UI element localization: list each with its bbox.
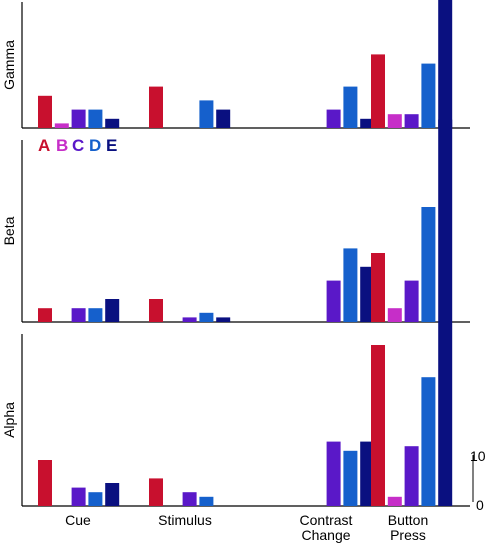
panel-alpha: Alpha <box>1 322 470 507</box>
bar-beta-3-A <box>371 253 385 322</box>
bar-gamma-3-B <box>387 114 402 128</box>
ylabel-beta: Beta <box>1 216 17 245</box>
bar-alpha-0-A <box>38 460 52 506</box>
bar-gamma-3-C <box>404 114 419 128</box>
bar-gamma-0-B <box>54 123 69 128</box>
bar-alpha-2-D <box>343 450 358 506</box>
bar-gamma-3-D <box>421 63 436 128</box>
scale-bar-bottom-label: 0 <box>476 497 484 513</box>
scale-bar: 10 0 <box>470 448 486 513</box>
bar-beta-1-D <box>199 312 214 322</box>
bar-beta-3-B <box>387 308 402 322</box>
bar-beta-3-D <box>421 207 436 322</box>
bar-gamma-1-E <box>216 109 231 128</box>
bar-alpha-1-D <box>199 496 214 506</box>
bar-beta-1-E <box>216 317 231 322</box>
ylabel-alpha: Alpha <box>1 402 17 438</box>
bar-gamma-2-E <box>360 118 375 128</box>
bar-beta-3-E <box>438 119 453 322</box>
bar-gamma-0-C <box>71 109 86 128</box>
legend-letter-C: C <box>72 136 84 155</box>
panel-beta: Beta <box>1 119 470 323</box>
xtick-label: Contrast Change <box>300 512 353 543</box>
bar-beta-0-E <box>105 299 120 322</box>
bar-beta-2-C <box>326 280 341 322</box>
bar-beta-2-E <box>360 266 375 322</box>
bar-beta-0-D <box>88 308 103 322</box>
bar-alpha-0-E <box>105 483 120 506</box>
bar-gamma-0-E <box>105 118 120 128</box>
bar-alpha-3-A <box>371 345 385 506</box>
bar-gamma-1-A <box>149 86 163 128</box>
legend-letter-A: A <box>38 136 50 155</box>
bar-alpha-3-B <box>387 496 402 506</box>
bar-beta-0-A <box>38 308 52 322</box>
ylabel-gamma: Gamma <box>1 40 17 90</box>
bar-alpha-1-C <box>182 492 197 506</box>
legend-letter-E: E <box>106 136 117 155</box>
bar-alpha-1-A <box>149 478 163 506</box>
bar-gamma-1-D <box>199 100 214 128</box>
bar-alpha-0-D <box>88 492 103 506</box>
bar-alpha-3-D <box>421 377 436 506</box>
bar-alpha-3-C <box>404 446 419 506</box>
panel-gamma: Gamma <box>1 0 470 129</box>
bar-beta-1-A <box>149 299 163 322</box>
xtick-label: Button Press <box>388 512 428 543</box>
legend-letter-D: D <box>89 136 101 155</box>
bar-alpha-2-C <box>326 441 341 506</box>
bar-alpha-0-C <box>71 487 86 506</box>
bar-alpha-2-E <box>360 441 375 506</box>
bar-gamma-0-A <box>38 95 52 128</box>
bar-gamma-0-D <box>88 109 103 128</box>
bar-beta-2-D <box>343 248 358 322</box>
bar-beta-3-C <box>404 280 419 322</box>
bar-gamma-3-E <box>438 0 453 128</box>
xtick-label: Stimulus <box>158 512 212 528</box>
legend-letter-B: B <box>56 136 68 155</box>
bar-gamma-2-D <box>343 86 358 128</box>
bar-beta-1-C <box>182 317 197 322</box>
scale-bar-top-label: 10 <box>470 448 486 464</box>
xtick-label: Cue <box>65 512 91 528</box>
bar-gamma-3-A <box>371 54 385 128</box>
bar-alpha-3-E <box>438 322 453 506</box>
bar-gamma-2-C <box>326 109 341 128</box>
bar-beta-0-C <box>71 308 86 322</box>
